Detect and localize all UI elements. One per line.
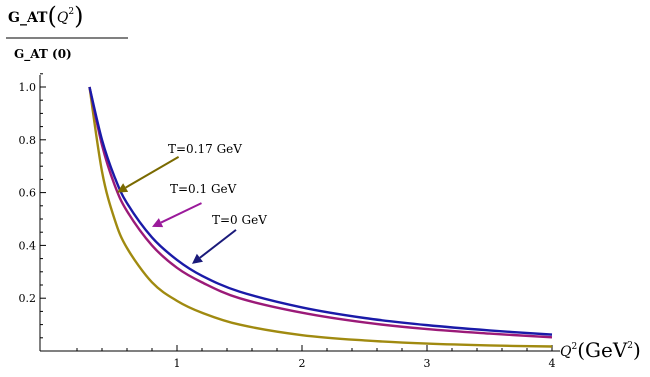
y-tick-label: 1.0 (19, 81, 37, 94)
annotation-arrow-line (125, 156, 180, 189)
annotation-arrow-head (152, 218, 164, 228)
x-axis-label: Q2(GeV2) (560, 338, 641, 362)
y-axis-label: G_AT(Q2) G_AT (0) (6, 2, 128, 62)
y-tick-label: 0.4 (19, 239, 37, 252)
y-tick-label: 0.2 (19, 292, 37, 305)
annotation-label: T=0.1 GeV (170, 182, 237, 196)
x-tick-label: 2 (299, 357, 306, 370)
annotation-arrow-line (160, 202, 202, 224)
y-tick-label: 0.8 (19, 134, 37, 147)
series-line-2 (88, 86, 553, 348)
annotation-label: T=0.17 GeV (168, 142, 242, 156)
plot-area: 1 2 3 4 0.2 0.4 0.6 0.8 1.0 T=0.17 GeV T=0.1 GeV T=… (19, 73, 560, 370)
annotation-arrow-line (199, 229, 237, 259)
y-label-denominator: G_AT (0) (14, 47, 72, 62)
annotation-label: T=0 GeV (212, 213, 267, 227)
y-tick-label: 0.6 (19, 187, 37, 200)
y-label-numerator: G_AT(Q2) (8, 2, 83, 30)
series-line-0 (88, 86, 553, 336)
series-line-1 (88, 86, 553, 339)
annotation-arrow-head (117, 183, 129, 193)
annotation-arrow-head (192, 253, 203, 264)
x-tick-label: 3 (424, 357, 431, 370)
x-tick-label: 1 (174, 357, 181, 370)
x-tick-label: 4 (549, 357, 556, 370)
